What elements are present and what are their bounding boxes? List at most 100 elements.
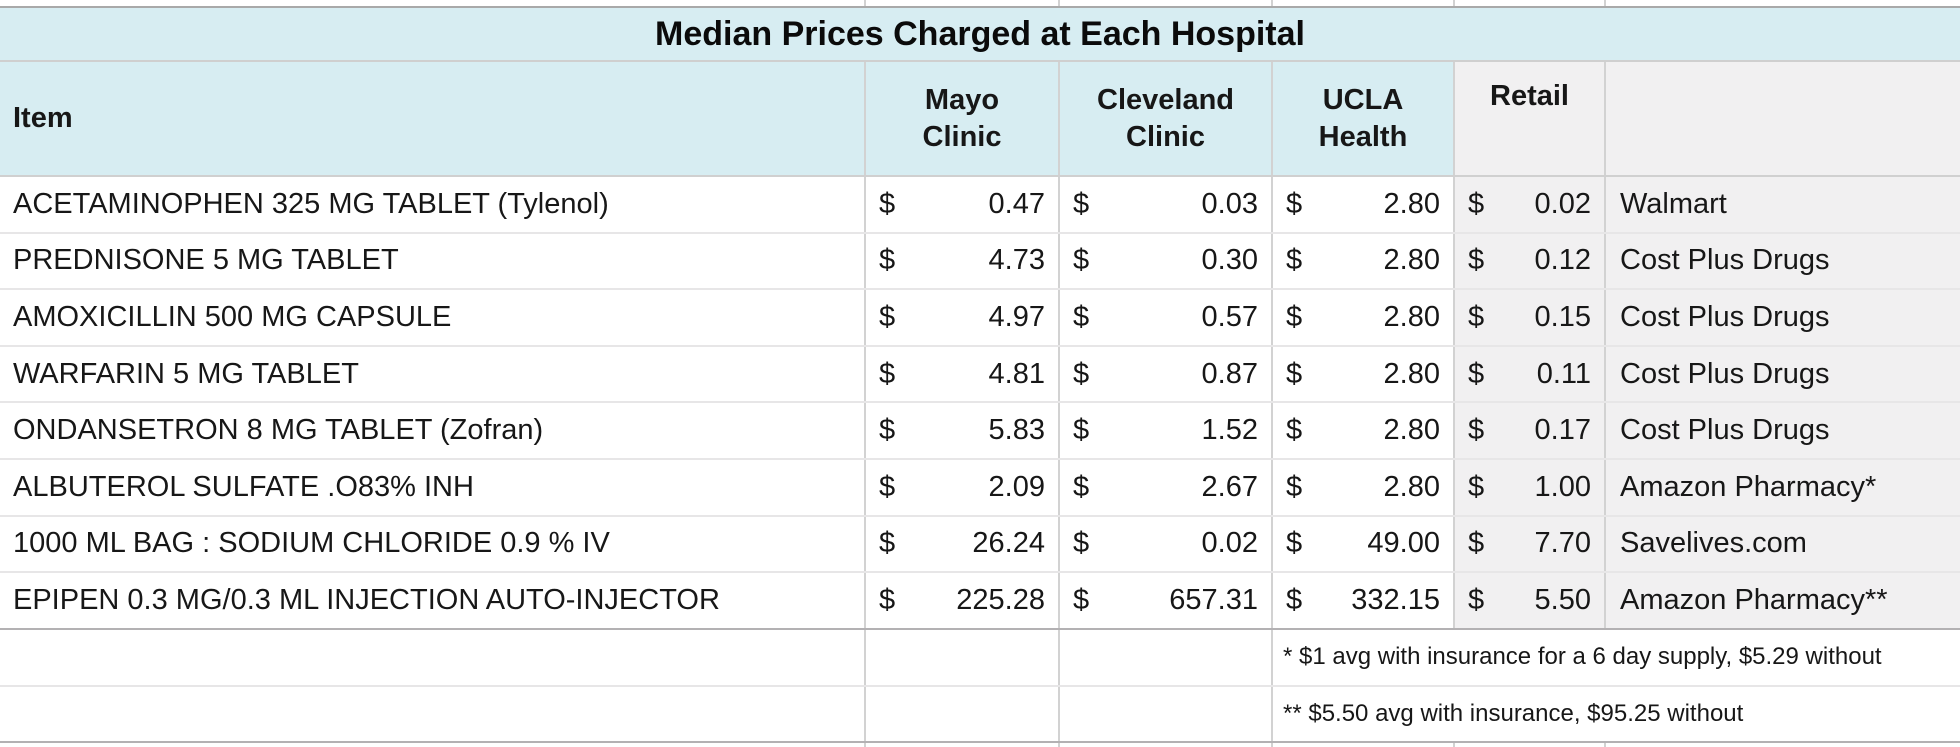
retail-price-cell[interactable]: $0.12: [1455, 233, 1606, 289]
price-value: 2.80: [1383, 244, 1440, 277]
column-header-item[interactable]: Item: [0, 62, 866, 175]
retailer-name: Cost Plus Drugs: [1620, 244, 1830, 277]
price-value: 2.80: [1383, 470, 1440, 503]
retailer-name: Amazon Pharmacy*: [1620, 470, 1877, 503]
price-value: 49.00: [1367, 527, 1440, 560]
retail-price-cell[interactable]: $0.11: [1455, 346, 1606, 402]
item-cell[interactable]: ACETAMINOPHEN 325 MG TABLET (Tylenol): [0, 177, 866, 232]
bottom-partial-row: [0, 742, 1960, 747]
cleveland-price-cell[interactable]: $1.52: [1060, 403, 1273, 458]
footnote-cell[interactable]: ** $5.50 avg with insurance, $95.25 with…: [1273, 686, 1960, 741]
price-value: 4.97: [988, 300, 1045, 333]
item-name: WARFARIN 5 MG TABLET: [13, 357, 359, 390]
dollar-sign: $: [879, 414, 896, 447]
retailer-cell[interactable]: Savelives.com: [1606, 516, 1960, 572]
retailer-cell[interactable]: Cost Plus Drugs: [1606, 290, 1960, 345]
item-name: 1000 ML BAG : SODIUM CHLORIDE 0.9 % IV: [13, 527, 610, 560]
empty-cell[interactable]: [866, 686, 1060, 741]
cleveland-price-cell[interactable]: $0.57: [1060, 290, 1273, 345]
price-value: 2.80: [1383, 300, 1440, 333]
retailer-cell[interactable]: Walmart: [1606, 177, 1960, 232]
price-value: 1.00: [1534, 470, 1591, 503]
cleveland-price-cell[interactable]: $0.30: [1060, 233, 1273, 289]
dollar-sign: $: [879, 187, 896, 220]
retailer-name: Walmart: [1620, 187, 1727, 220]
table-row: PREDNISONE 5 MG TABLET $4.73 $0.30 $2.80…: [0, 233, 1960, 291]
mayo-price-cell[interactable]: $5.83: [866, 403, 1060, 458]
column-header-blank[interactable]: [1606, 62, 1960, 175]
empty-cell[interactable]: [1060, 629, 1273, 685]
mayo-price-cell[interactable]: $4.81: [866, 346, 1060, 402]
column-header-cleveland-clinic[interactable]: Cleveland Clinic: [1060, 62, 1273, 175]
retail-price-cell[interactable]: $7.70: [1455, 516, 1606, 572]
retailer-cell[interactable]: Cost Plus Drugs: [1606, 346, 1960, 402]
table-row: ACETAMINOPHEN 325 MG TABLET (Tylenol) $0…: [0, 177, 1960, 234]
mayo-price-cell[interactable]: $2.09: [866, 459, 1060, 515]
ucla-price-cell[interactable]: $2.80: [1273, 459, 1455, 515]
mayo-price-cell[interactable]: $4.97: [866, 290, 1060, 345]
item-cell[interactable]: ALBUTEROL SULFATE .O83% INH: [0, 459, 866, 515]
cleveland-price-cell[interactable]: $2.67: [1060, 459, 1273, 515]
retail-price-cell[interactable]: $1.00: [1455, 459, 1606, 515]
empty-cell[interactable]: [0, 629, 866, 685]
mayo-price-cell[interactable]: $0.47: [866, 177, 1060, 232]
table-row: EPIPEN 0.3 MG/0.3 ML INJECTION AUTO-INJE…: [0, 573, 1960, 630]
item-cell[interactable]: WARFARIN 5 MG TABLET: [0, 346, 866, 402]
column-header-ucla-health[interactable]: UCLA Health: [1273, 62, 1455, 175]
dollar-sign: $: [1286, 357, 1303, 390]
ucla-price-cell[interactable]: $332.15: [1273, 573, 1455, 628]
dollar-sign: $: [1286, 414, 1303, 447]
dollar-sign: $: [1073, 300, 1090, 333]
item-cell[interactable]: ONDANSETRON 8 MG TABLET (Zofran): [0, 403, 866, 458]
sliver-cell: [0, 0, 866, 6]
sliver-cell: [866, 0, 1060, 6]
ucla-price-cell[interactable]: $2.80: [1273, 177, 1455, 232]
sliver-cell: [0, 742, 866, 747]
table-row: WARFARIN 5 MG TABLET $4.81 $0.87 $2.80 $…: [0, 346, 1960, 404]
mayo-price-cell[interactable]: $225.28: [866, 573, 1060, 628]
item-cell[interactable]: EPIPEN 0.3 MG/0.3 ML INJECTION AUTO-INJE…: [0, 573, 866, 628]
sliver-cell: [1273, 742, 1455, 747]
item-cell[interactable]: AMOXICILLIN 500 MG CAPSULE: [0, 290, 866, 345]
dollar-sign: $: [1468, 583, 1485, 616]
retailer-cell[interactable]: Amazon Pharmacy**: [1606, 573, 1960, 628]
column-header-item-label: Item: [13, 102, 73, 134]
cleveland-price-cell[interactable]: $657.31: [1060, 573, 1273, 628]
ucla-price-cell[interactable]: $2.80: [1273, 233, 1455, 289]
cleveland-price-cell[interactable]: $0.87: [1060, 346, 1273, 402]
retailer-cell[interactable]: Cost Plus Drugs: [1606, 403, 1960, 458]
table-title-cell[interactable]: Median Prices Charged at Each Hospital: [0, 8, 1960, 60]
retail-price-cell[interactable]: $0.17: [1455, 403, 1606, 458]
retailer-cell[interactable]: Amazon Pharmacy*: [1606, 459, 1960, 515]
dollar-sign: $: [879, 300, 896, 333]
empty-cell[interactable]: [1060, 686, 1273, 741]
item-cell[interactable]: 1000 ML BAG : SODIUM CHLORIDE 0.9 % IV: [0, 516, 866, 572]
column-header-retail[interactable]: Retail: [1455, 62, 1606, 175]
footnote-cell[interactable]: * $1 avg with insurance for a 6 day supp…: [1273, 629, 1960, 685]
dollar-sign: $: [1286, 527, 1303, 560]
retailer-cell[interactable]: Cost Plus Drugs: [1606, 233, 1960, 289]
ucla-price-cell[interactable]: $2.80: [1273, 290, 1455, 345]
empty-cell[interactable]: [866, 629, 1060, 685]
mayo-price-cell[interactable]: $4.73: [866, 233, 1060, 289]
dollar-sign: $: [1073, 244, 1090, 277]
price-value: 332.15: [1351, 583, 1440, 616]
retail-price-cell[interactable]: $0.02: [1455, 177, 1606, 232]
ucla-price-cell[interactable]: $49.00: [1273, 516, 1455, 572]
cleveland-price-cell[interactable]: $0.02: [1060, 516, 1273, 572]
item-name: ACETAMINOPHEN 325 MG TABLET (Tylenol): [13, 187, 609, 220]
ucla-price-cell[interactable]: $2.80: [1273, 403, 1455, 458]
sliver-cell: [1455, 0, 1606, 6]
empty-cell[interactable]: [0, 686, 866, 741]
retailer-name: Cost Plus Drugs: [1620, 300, 1830, 333]
price-value: 2.80: [1383, 187, 1440, 220]
column-header-mayo-clinic[interactable]: Mayo Clinic: [866, 62, 1060, 175]
retail-price-cell[interactable]: $0.15: [1455, 290, 1606, 345]
ucla-price-cell[interactable]: $2.80: [1273, 346, 1455, 402]
mayo-price-cell[interactable]: $26.24: [866, 516, 1060, 572]
item-cell[interactable]: PREDNISONE 5 MG TABLET: [0, 233, 866, 289]
cleveland-price-cell[interactable]: $0.03: [1060, 177, 1273, 232]
sliver-cell: [1606, 742, 1960, 747]
price-value: 26.24: [972, 527, 1045, 560]
retail-price-cell[interactable]: $5.50: [1455, 573, 1606, 628]
